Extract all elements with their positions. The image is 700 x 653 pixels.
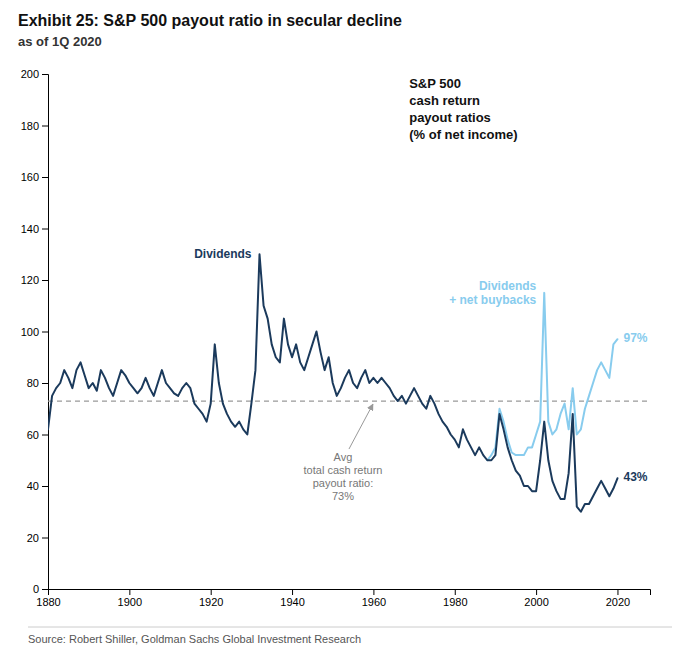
x-tick-mark [617,589,618,595]
x-tick: 1920 [199,589,223,608]
y-tick-label: 60 [27,429,39,441]
average-line [48,400,650,401]
data-label: 97% [623,331,647,345]
text-line: payout ratio: [313,477,374,489]
y-tick-label: 140 [21,223,39,235]
x-tick-mark [455,589,456,595]
y-tick-label: 160 [21,171,39,183]
x-tick-label: 1960 [362,596,386,608]
text-line: payout ratios [409,110,491,125]
annotation: S&P 500 cash return payout ratios (% of net… [409,76,517,142]
y-tick: 160 [21,171,48,183]
x-tick: 1940 [280,589,304,608]
x-tick-label: 1920 [199,596,223,608]
text-line: 73% [332,490,354,502]
y-tick: 120 [21,274,48,286]
y-tick-mark [42,538,48,539]
x-tick-mark [211,589,212,595]
y-tick-label: 40 [27,480,39,492]
text-line: S&P 500 [409,76,461,91]
x-tick-label: 1900 [118,596,142,608]
subtitle: as of 1Q 2020 [18,34,102,49]
y-tick-mark [42,383,48,384]
x-tick-mark [129,589,130,595]
series-line [48,254,617,512]
x-tick: 1900 [118,589,142,608]
y-tick-label: 120 [21,274,39,286]
x-tick: 1980 [443,589,467,608]
y-tick-mark [42,280,48,281]
x-tick-label: 2020 [606,596,630,608]
y-tick-label: 80 [27,377,39,389]
series-label: Dividends+ net buybacks [449,279,536,307]
x-tick-mark [373,589,374,595]
labels: Dividends+ net buybacks97%Dividends43%S&… [194,76,648,502]
y-tick: 60 [27,429,48,441]
text-line: cash return [409,93,480,108]
source-rule [28,627,672,628]
y-axis: 0 20 40 60 80 100 120 140 160 180 200 [21,68,49,595]
y-tick-mark [42,332,48,333]
series-line [487,293,617,460]
y-tick: 40 [27,480,48,492]
y-tick-mark [42,177,48,178]
x-axis-line [49,590,651,596]
y-tick-label: 0 [33,583,39,595]
text-line: total cash return [304,464,383,476]
y-tick-mark [42,126,48,127]
y-tick-mark [42,435,48,436]
series-label: Dividends [194,247,252,261]
y-tick-label: 20 [27,532,39,544]
data-label: 43% [623,470,647,484]
title: Exhibit 25: S&P 500 payout ratio in secu… [18,12,402,29]
y-tick-mark [42,486,48,487]
y-tick-mark [42,229,48,230]
y-axis-line [42,75,49,590]
y-tick-mark [42,589,48,590]
text-line: Dividends [479,279,537,293]
y-tick: 200 [21,68,48,80]
x-tick-mark [536,589,537,595]
annotation-arrow [349,404,373,449]
x-tick: 2000 [524,589,548,608]
y-tick: 80 [27,377,48,389]
y-tick: 180 [21,120,48,132]
y-tick: 140 [21,223,48,235]
y-tick: 0 [33,583,48,595]
x-tick: 2020 [606,589,630,608]
x-tick-mark [292,589,293,595]
text-line: (% of net income) [409,127,517,142]
y-tick-label: 200 [21,68,39,80]
chart: Exhibit 25: S&P 500 payout ratio in secu… [0,0,700,653]
x-tick: 1960 [362,589,386,608]
y-tick-label: 100 [21,326,39,338]
x-tick-label: 2000 [524,596,548,608]
text-line: Avg [334,451,353,463]
plot-area [48,254,650,512]
y-tick: 20 [27,532,48,544]
y-tick: 100 [21,326,48,338]
x-tick: 1880 [36,589,60,608]
x-axis: 1880 1900 1920 1940 1960 1980 2000 2020 [36,589,650,608]
y-tick-label: 180 [21,120,39,132]
x-tick-label: 1880 [36,596,60,608]
text-line: + net buybacks [449,293,536,307]
x-tick-label: 1980 [443,596,467,608]
text-line: Dividends [194,247,252,261]
x-tick-label: 1940 [280,596,304,608]
y-tick-mark [42,74,48,75]
average-label: Avgtotal cash returnpayout ratio:73% [304,451,383,502]
source: Source: Robert Shiller, Goldman Sachs Gl… [28,633,361,645]
